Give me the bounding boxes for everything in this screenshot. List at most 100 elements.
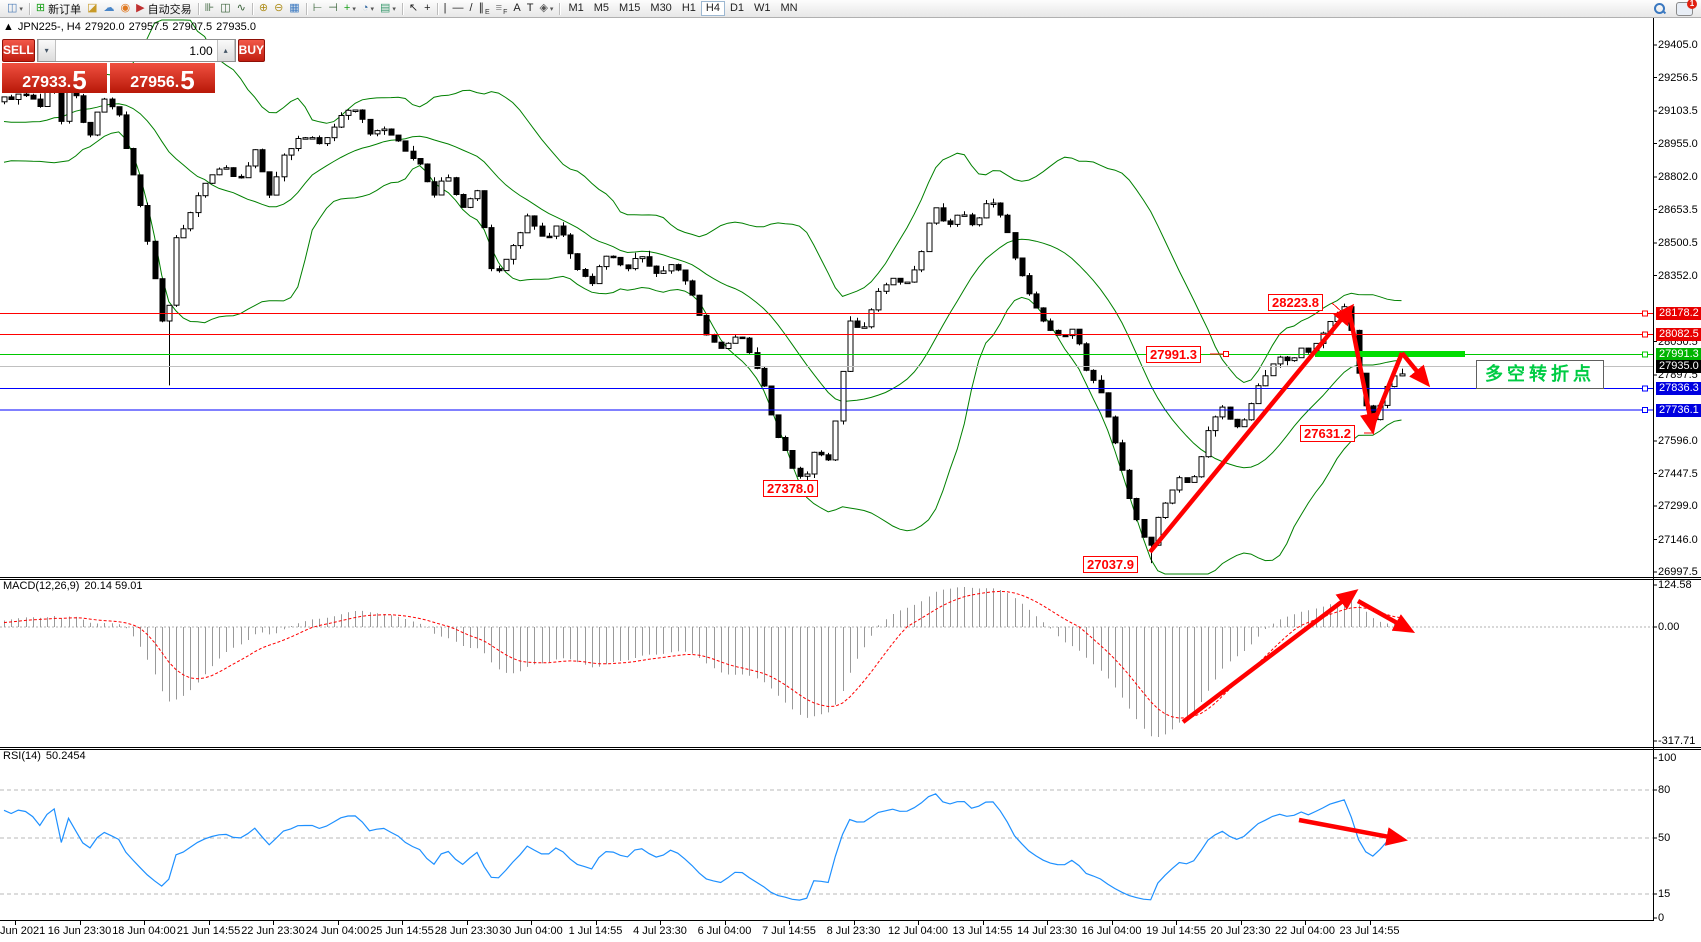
auto-scroll-icon: ⊢ xyxy=(312,2,323,14)
timeframe-h1[interactable]: H1 xyxy=(681,2,696,14)
trendline-icon: / xyxy=(469,2,473,14)
timeframe-m15[interactable]: M15 xyxy=(619,2,641,14)
notification-badge: 1 xyxy=(1687,0,1697,9)
main-toolbar: ◫ ▾ ⊞ 新订单 ◪ ☁ ◉ ▶ 自动交易 ⊪ ◫ ∿ ⊕ ⊖ ▦ ⊢ ⊣ + ▾ ◔ ▾ ▤ ▾ ↖ + | — / ∥ E ≡ F A T ◈… xyxy=(0,0,1701,18)
toolbar-right: 1 xyxy=(1653,0,1697,16)
dropdown-arrow-icon: ▾ xyxy=(549,5,554,13)
volume-decrease-button[interactable]: ▾ xyxy=(37,40,56,61)
new-order-icon: ⊞ xyxy=(35,2,46,14)
ohlc-bars-icon: ⊪ xyxy=(204,2,215,14)
channel-icon-sub: E xyxy=(485,9,490,16)
fibonacci-icon-sub: F xyxy=(503,9,508,16)
search-icon[interactable] xyxy=(1653,2,1667,15)
signals-button[interactable]: ◉ xyxy=(118,1,134,16)
notifications-icon[interactable]: 1 xyxy=(1676,0,1697,16)
horizontal-line-button[interactable]: — xyxy=(449,1,466,16)
trendline-button[interactable]: / xyxy=(466,1,475,16)
zoom-in-icon: ⊕ xyxy=(258,2,269,14)
chart-style-button[interactable]: ◪ xyxy=(84,1,100,16)
crosshair-button[interactable]: + xyxy=(421,1,433,16)
text-label-button[interactable]: T xyxy=(524,1,537,16)
fibonacci-icon: ≡ xyxy=(495,2,503,14)
new-order-button[interactable]: ⊞ 新订单 xyxy=(33,1,84,16)
cloud-icon: ☁ xyxy=(103,2,115,14)
chart-shift-button[interactable]: ⊣ xyxy=(325,1,341,16)
line-chart-icon: ∿ xyxy=(236,2,246,14)
sell-price-main: 27933. xyxy=(22,74,72,91)
horizontal-line-icon: — xyxy=(452,2,464,14)
timeframe-mn[interactable]: MN xyxy=(780,2,798,14)
add-indicator-icon: + xyxy=(343,2,351,14)
volume-input[interactable] xyxy=(55,40,217,61)
new-chart-button[interactable]: ◫ ▾ xyxy=(4,1,26,16)
timeframe-w1[interactable]: W1 xyxy=(754,2,771,14)
toolbar-separator xyxy=(559,2,561,15)
cursor-arrow-icon: ↖ xyxy=(408,2,419,14)
candlestick-button[interactable]: ◫ xyxy=(217,1,233,16)
timeframe-h4[interactable]: H4 xyxy=(700,1,725,16)
toolbar-separator xyxy=(436,2,438,15)
timeframe-m5[interactable]: M5 xyxy=(593,2,609,14)
one-click-trading-panel: SELL ▾ ▴ BUY 27933.5 27956.5 xyxy=(2,39,266,93)
tile-windows-button[interactable]: ▦ xyxy=(286,1,302,16)
dropdown-arrow-icon: ▾ xyxy=(370,5,374,13)
buy-price-main: 27956. xyxy=(130,74,180,91)
tile-windows-icon: ▦ xyxy=(289,2,300,14)
signal-icon: ◉ xyxy=(120,2,131,14)
volume-increase-button[interactable]: ▴ xyxy=(216,40,235,61)
periods-button[interactable]: ◔ ▾ xyxy=(359,1,377,16)
candlestick-icon: ◫ xyxy=(220,2,231,14)
auto-scroll-button[interactable]: ⊢ xyxy=(310,1,326,16)
toolbar-separator xyxy=(401,2,403,15)
bar-chart-button[interactable]: ⊪ xyxy=(202,1,218,16)
toolbar-separator xyxy=(197,2,199,15)
new-order-button-label: 新订单 xyxy=(48,3,82,16)
text-label-icon: T xyxy=(526,2,534,14)
template-icon: ▤ xyxy=(380,2,391,14)
channel-icon: ∥ xyxy=(478,2,485,14)
autotrading-button[interactable]: ▶ 自动交易 xyxy=(133,1,194,16)
timeframe-m1[interactable]: M1 xyxy=(568,2,584,14)
sell-price[interactable]: 27933. 5 xyxy=(2,63,107,93)
autotrade-icon: ▶ xyxy=(136,2,145,14)
zoom-out-button[interactable]: ⊖ xyxy=(271,1,286,16)
publish-button[interactable]: ☁ xyxy=(101,1,118,16)
buy-button[interactable]: BUY xyxy=(237,39,266,62)
shapes-button[interactable]: ◈ ▾ xyxy=(536,1,556,16)
buy-price-frac: 5 xyxy=(180,65,195,95)
chart-window-icon: ◫ xyxy=(7,2,18,14)
crosshair-icon: + xyxy=(424,2,431,14)
toolbar-buttons: ◫ ▾ ⊞ 新订单 ◪ ☁ ◉ ▶ 自动交易 ⊪ ◫ ∿ ⊕ ⊖ ▦ ⊢ ⊣ + ▾ ◔ ▾ ▤ ▾ ↖ + | — / ∥ E ≡ F A T ◈… xyxy=(0,0,803,17)
fibonacci-button[interactable]: ≡ F xyxy=(493,1,511,16)
vertical-line-button[interactable]: | xyxy=(441,1,450,16)
clock-icon: ◔ xyxy=(361,2,369,14)
sell-price-frac: 5 xyxy=(72,65,87,95)
dropdown-arrow-icon: ▾ xyxy=(392,5,396,13)
sell-button[interactable]: SELL xyxy=(2,39,35,62)
vertical-line-icon: | xyxy=(443,2,447,14)
zoom-out-icon: ⊖ xyxy=(274,2,284,14)
timeframe-d1[interactable]: D1 xyxy=(729,2,744,14)
templates-button[interactable]: ▤ ▾ xyxy=(377,1,399,16)
autotrading-button-label: 自动交易 xyxy=(147,3,192,16)
toolbar-separator xyxy=(28,2,30,15)
buy-price[interactable]: 27956. 5 xyxy=(110,63,215,93)
volume-control: ▾ ▴ xyxy=(36,39,236,62)
dropdown-arrow-icon: ▾ xyxy=(352,5,356,13)
text-button[interactable]: A xyxy=(510,1,523,16)
toolbar-separator xyxy=(251,2,253,15)
zoom-in-button[interactable]: ⊕ xyxy=(256,1,271,16)
cursor-button[interactable]: ↖ xyxy=(406,1,421,16)
indicators-button[interactable]: + ▾ xyxy=(341,1,359,16)
toolbar-separator xyxy=(305,2,307,15)
timeframe-m30[interactable]: M30 xyxy=(650,2,672,14)
chart-shift-icon: ⊣ xyxy=(328,2,338,14)
brush-icon: ◪ xyxy=(87,2,98,14)
line-chart-button[interactable]: ∿ xyxy=(234,1,249,16)
shapes-icon: ◈ xyxy=(539,2,548,14)
text-icon: A xyxy=(513,2,521,14)
dropdown-arrow-icon: ▾ xyxy=(19,5,23,13)
channel-button[interactable]: ∥ E xyxy=(476,1,493,16)
